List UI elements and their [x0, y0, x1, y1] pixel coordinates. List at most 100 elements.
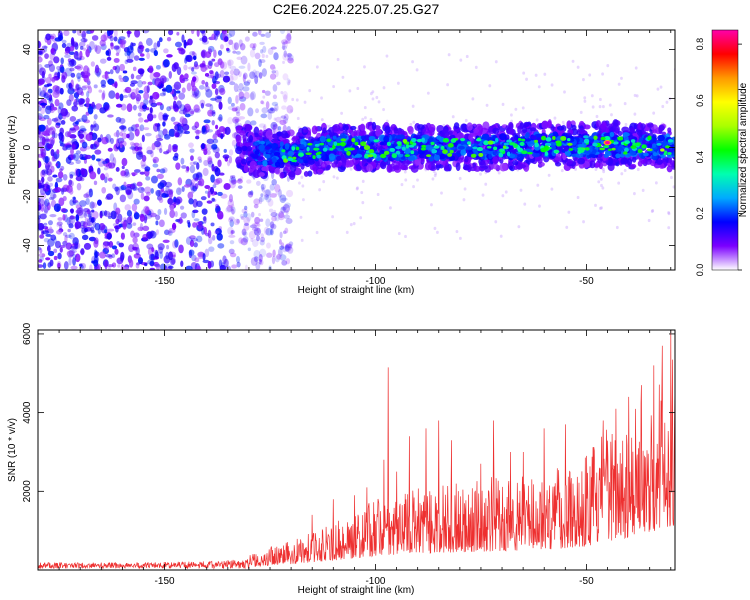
noise-point: [223, 183, 231, 190]
noise-point: [219, 172, 225, 176]
noise-point: [69, 208, 74, 213]
signal-point: [530, 127, 536, 132]
signal-point: [315, 159, 320, 167]
noise-point: [193, 104, 200, 113]
signal-point: [508, 121, 514, 129]
signal-point: [402, 159, 410, 167]
noise-point: [282, 203, 291, 213]
noise-point: [352, 222, 356, 226]
noise-point: [266, 252, 273, 258]
noise-point: [150, 175, 158, 184]
noise-point: [322, 180, 326, 184]
noise-point: [281, 197, 288, 201]
noise-point: [227, 96, 232, 105]
noise-point: [76, 64, 84, 71]
noise-point: [602, 167, 605, 172]
noise-point: [285, 243, 293, 249]
noise-point: [212, 184, 217, 188]
noise-point: [75, 175, 83, 182]
noise-point: [229, 69, 235, 76]
noise-point: [189, 161, 197, 166]
signal-point: [435, 160, 441, 165]
signal-point: [516, 154, 524, 161]
noise-point: [75, 97, 79, 103]
spectrogram-xlabel: Height of straight line (km): [298, 285, 415, 296]
noise-point: [40, 203, 44, 212]
noise-point: [43, 45, 48, 53]
signal-highlight: [613, 141, 619, 145]
noise-point: [191, 185, 195, 194]
noise-point: [66, 250, 74, 258]
noise-point: [303, 100, 307, 104]
signal-point: [656, 159, 663, 165]
noise-point: [279, 245, 285, 250]
noise-point: [250, 91, 256, 100]
noise-point: [494, 60, 498, 64]
noise-point: [375, 95, 379, 100]
noise-point: [38, 264, 44, 268]
noise-point: [190, 110, 195, 115]
noise-point: [127, 45, 134, 54]
noise-point: [567, 210, 571, 214]
noise-point: [250, 238, 254, 243]
noise-point: [46, 245, 51, 253]
noise-point: [119, 254, 124, 262]
noise-point: [156, 122, 161, 132]
noise-point: [278, 239, 282, 245]
noise-point: [104, 210, 108, 217]
noise-point: [133, 198, 140, 205]
signal-point: [252, 141, 260, 146]
noise-point: [265, 227, 273, 236]
noise-point: [159, 92, 166, 97]
noise-point: [38, 223, 44, 232]
noise-point: [163, 133, 171, 140]
noise-point: [196, 30, 200, 37]
noise-point: [433, 226, 437, 230]
noise-point: [140, 192, 145, 200]
y-tick-label: 4000: [22, 401, 33, 424]
noise-point: [132, 104, 137, 111]
noise-point: [86, 90, 90, 98]
noise-point: [504, 190, 508, 194]
noise-point: [139, 124, 145, 132]
snr-x-ticks: -150 -100 -50: [58, 330, 672, 587]
signal-highlight: [552, 136, 556, 140]
signal-highlight: [578, 147, 585, 153]
noise-point: [361, 179, 365, 183]
noise-point: [108, 162, 116, 169]
noise-point: [43, 222, 48, 226]
noise-point: [162, 121, 166, 127]
signal-point: [480, 127, 489, 136]
spectrogram-points: [38, 30, 675, 270]
signal-point: [249, 160, 257, 170]
noise-point: [371, 90, 375, 94]
noise-point: [247, 191, 254, 198]
noise-point: [260, 236, 266, 243]
noise-point: [38, 217, 41, 225]
noise-point: [229, 156, 233, 164]
noise-point: [271, 216, 277, 222]
noise-point: [133, 142, 140, 147]
noise-point: [231, 73, 238, 81]
noise-point: [99, 58, 107, 64]
noise-point: [206, 200, 213, 204]
noise-point: [189, 239, 195, 248]
signal-point: [563, 146, 569, 152]
noise-point: [131, 88, 138, 97]
noise-point: [276, 253, 282, 260]
noise-point: [119, 39, 124, 48]
signal-point: [661, 141, 670, 146]
noise-point: [68, 223, 74, 229]
noise-point: [267, 47, 274, 55]
noise-point: [271, 179, 277, 186]
noise-point: [260, 49, 264, 54]
noise-point: [162, 59, 170, 68]
noise-point: [62, 240, 68, 246]
noise-point: [285, 210, 289, 215]
noise-point: [213, 49, 217, 58]
y-tick-label: -40: [22, 238, 33, 253]
signal-point: [640, 123, 646, 130]
signal-point: [242, 134, 247, 142]
noise-point: [282, 73, 289, 81]
noise-point: [119, 194, 127, 203]
